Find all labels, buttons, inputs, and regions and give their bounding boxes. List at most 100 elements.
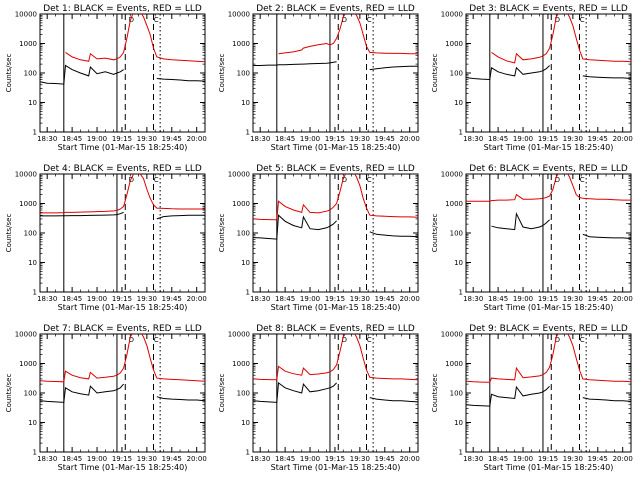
series-line-lld — [40, 174, 205, 214]
y-tick-label: 1000 — [19, 200, 37, 208]
x-tick-label: 19:00 — [300, 135, 320, 143]
x-tick-label: 18:45 — [275, 295, 295, 303]
x-tick-label: 19:30 — [137, 455, 157, 463]
y-tick-label: 100 — [237, 70, 250, 78]
series-line-lld — [278, 14, 418, 55]
x-axis-title: Start Time (01-Mar-15 18:25:40) — [271, 463, 401, 472]
x-tick-label: 18:30 — [37, 295, 57, 303]
event-annotation: C — [580, 336, 585, 344]
event-annotation: D — [342, 336, 347, 344]
x-tick-label: 19:00 — [300, 455, 320, 463]
event-annotation: C — [367, 176, 372, 184]
x-tick-label: 19:00 — [513, 455, 533, 463]
event-annotation: D — [555, 176, 560, 184]
plot-frame — [252, 173, 419, 293]
panel-title: Det 4: BLACK = Events, RED = LLD — [43, 164, 202, 174]
series-line-events — [40, 211, 205, 220]
y-axis-title: Counts/sec — [431, 214, 439, 253]
y-tick-label: 100 — [237, 230, 250, 238]
panel-title: Det 5: BLACK = Events, RED = LLD — [256, 164, 415, 174]
series-line-lld — [491, 14, 631, 64]
y-tick-label: 1000 — [232, 360, 250, 368]
x-tick-label: 18:30 — [37, 455, 57, 463]
y-tick-label: 100 — [450, 70, 463, 78]
x-tick-label: 19:30 — [563, 455, 583, 463]
x-axis-title: Start Time (01-Mar-15 18:25:40) — [484, 303, 614, 312]
series-line-events — [40, 64, 205, 85]
x-tick-label: 19:15 — [538, 295, 558, 303]
panel-title: Det 9: BLACK = Events, RED = LLD — [469, 324, 628, 334]
y-tick-label: 10000 — [15, 331, 37, 339]
panel-title: Det 2: BLACK = Events, RED = LLD — [256, 4, 415, 14]
event-annotation: D — [129, 176, 134, 184]
x-tick-label: 19:15 — [538, 135, 558, 143]
plot-frame — [465, 173, 632, 293]
x-tick-label: 18:30 — [463, 135, 483, 143]
x-tick-label: 18:45 — [62, 295, 82, 303]
x-axis-title: Start Time (01-Mar-15 18:25:40) — [58, 303, 188, 312]
series-line-lld — [466, 334, 631, 383]
x-tick-label: 20:00 — [187, 455, 207, 463]
y-tick-label: 10000 — [15, 171, 37, 179]
plot-frame — [252, 13, 419, 133]
y-tick-label: 10000 — [441, 11, 463, 19]
event-annotation: D — [129, 16, 134, 24]
x-tick-label: 19:45 — [162, 135, 182, 143]
x-tick-label: 18:30 — [250, 135, 270, 143]
event-annotation: C — [154, 16, 159, 24]
y-tick-label: 10 — [241, 259, 250, 267]
x-tick-label: 19:15 — [325, 455, 345, 463]
event-annotation: D — [129, 336, 134, 344]
x-tick-label: 20:00 — [613, 455, 633, 463]
y-tick-label: 100 — [24, 230, 37, 238]
x-tick-label: 19:00 — [87, 135, 107, 143]
x-tick-label: 19:30 — [563, 135, 583, 143]
y-tick-label: 100 — [450, 390, 463, 398]
x-axis-title: Start Time (01-Mar-15 18:25:40) — [58, 143, 188, 152]
y-tick-label: 10000 — [441, 171, 463, 179]
x-tick-label: 18:30 — [37, 135, 57, 143]
y-tick-label: 100 — [24, 70, 37, 78]
x-tick-label: 19:45 — [375, 455, 395, 463]
detector-panel-9: Det 9: BLACK = Events, RED = LLD 1 10 100 10… — [431, 324, 633, 472]
y-axis-title: Counts/sec — [5, 214, 13, 253]
x-tick-label: 19:00 — [513, 135, 533, 143]
detector-panel-1: Det 1: BLACK = Events, RED = LLD 1 10 100 10… — [5, 4, 207, 152]
y-tick-label: 1000 — [445, 360, 463, 368]
event-annotation: D — [342, 176, 347, 184]
x-tick-label: 18:45 — [488, 455, 508, 463]
series-line-events — [253, 61, 418, 71]
y-tick-label: 1000 — [445, 200, 463, 208]
panel-title: Det 8: BLACK = Events, RED = LLD — [256, 324, 415, 334]
x-tick-label: 18:45 — [62, 135, 82, 143]
x-tick-label: 19:45 — [375, 135, 395, 143]
x-tick-label: 19:15 — [112, 135, 132, 143]
y-tick-label: 10000 — [228, 171, 250, 179]
x-tick-label: 20:00 — [400, 135, 420, 143]
series-line-lld — [253, 174, 418, 221]
y-tick-label: 10 — [454, 99, 463, 107]
y-tick-label: 100 — [237, 390, 250, 398]
y-tick-label: 10 — [241, 99, 250, 107]
x-tick-label: 19:30 — [563, 295, 583, 303]
event-annotation: C — [367, 16, 372, 24]
detector-panel-5: Det 5: BLACK = Events, RED = LLD 1 10 100 10… — [218, 164, 420, 312]
y-tick-label: 100 — [450, 230, 463, 238]
y-tick-label: 1000 — [19, 360, 37, 368]
y-tick-label: 1 — [246, 129, 250, 137]
x-tick-label: 19:00 — [87, 295, 107, 303]
series-line-events — [253, 381, 418, 403]
x-tick-label: 20:00 — [400, 295, 420, 303]
x-tick-label: 19:45 — [375, 295, 395, 303]
x-axis-title: Start Time (01-Mar-15 18:25:40) — [271, 303, 401, 312]
event-annotation: C — [580, 16, 585, 24]
x-axis-title: Start Time (01-Mar-15 18:25:40) — [271, 143, 401, 152]
event-annotation: C — [580, 176, 585, 184]
plot-frame — [465, 333, 632, 453]
x-tick-label: 18:30 — [463, 295, 483, 303]
detector-panel-6: Det 6: BLACK = Events, RED = LLD 1 10 100 10… — [431, 164, 633, 312]
y-tick-label: 1000 — [232, 200, 250, 208]
panel-title: Det 1: BLACK = Events, RED = LLD — [43, 4, 202, 14]
y-tick-label: 1 — [33, 129, 37, 137]
